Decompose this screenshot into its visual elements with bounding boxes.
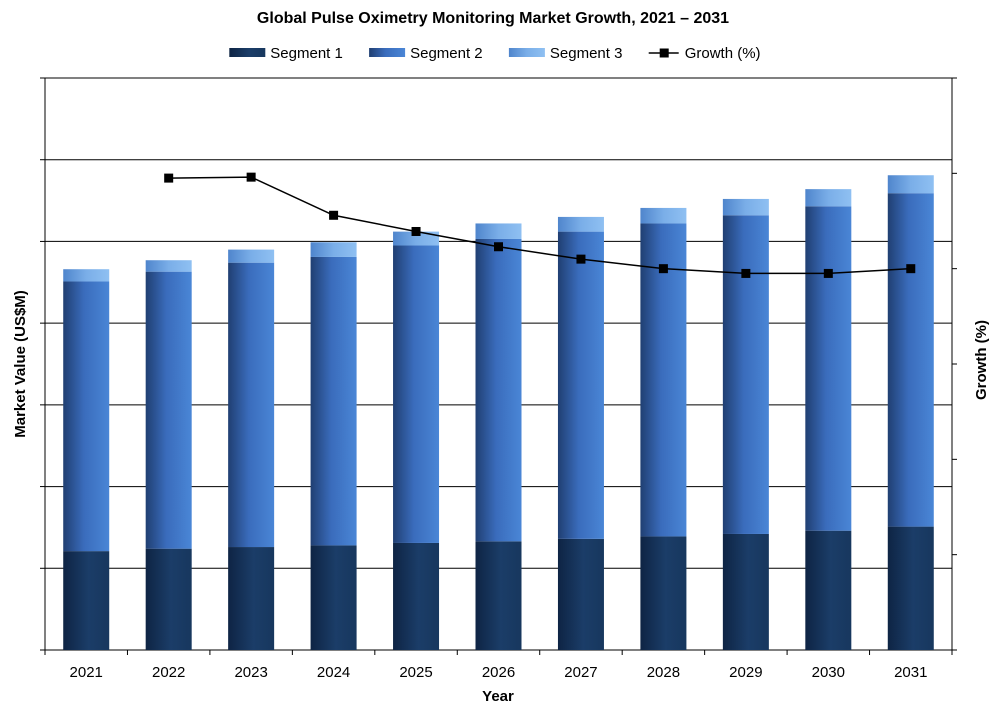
x-tick-label: 2022 <box>152 664 185 681</box>
bars <box>63 175 934 650</box>
bar-segment-2 <box>557 231 604 539</box>
bar-segment-3 <box>722 198 769 216</box>
x-tick-labels: 2021 2022 2023 2024 2025 2026 2027 2028 2029 2030… <box>70 664 928 681</box>
bar-segment-2 <box>228 262 275 548</box>
x-tick-label: 2029 <box>729 664 762 681</box>
growth-point <box>164 173 174 183</box>
bar-segment-3 <box>310 242 357 257</box>
x-tick-label: 2025 <box>399 664 432 681</box>
y-axis-title: Market Value (US$M) <box>12 290 29 438</box>
bar-segment-1 <box>887 526 934 650</box>
bar-segment-3 <box>63 269 110 282</box>
x-tick-label: 2026 <box>482 664 515 681</box>
x-tick-label: 2024 <box>317 664 350 681</box>
x-tick-label: 2028 <box>647 664 680 681</box>
bar-segment-3 <box>557 216 604 232</box>
bar-segment-2 <box>63 281 110 552</box>
legend-marker-growth <box>659 48 669 58</box>
growth-point <box>246 172 256 182</box>
growth-point <box>411 226 421 236</box>
growth-line <box>164 172 916 278</box>
growth-point <box>906 264 916 274</box>
growth-point <box>329 210 339 220</box>
bar-segment-1 <box>640 536 687 650</box>
legend-label: Segment 3 <box>550 45 623 62</box>
bar-segment-3 <box>805 189 852 207</box>
legend: Segment 1 Segment 2 Segment 3 Growth (%) <box>229 45 761 62</box>
growth-point <box>823 268 833 278</box>
bar-segment-1 <box>145 548 192 650</box>
y2-axis-title: Growth (%) <box>973 320 990 400</box>
legend-label: Segment 1 <box>270 45 343 62</box>
bar-segment-1 <box>475 541 522 650</box>
x-tick-label: 2021 <box>70 664 103 681</box>
bar-segment-3 <box>228 249 275 263</box>
bar-segment-3 <box>145 260 192 272</box>
bar-segment-2 <box>722 215 769 534</box>
legend-swatch-3 <box>508 48 545 57</box>
chart-title: Global Pulse Oximetry Monitoring Market … <box>257 10 729 27</box>
bar-segment-3 <box>393 231 440 246</box>
legend-label: Segment 2 <box>410 45 483 62</box>
bar-segment-1 <box>805 530 852 650</box>
bar-segment-2 <box>475 238 522 542</box>
legend-label: Growth (%) <box>685 45 761 62</box>
x-tick-label: 2023 <box>234 664 267 681</box>
bar-segment-2 <box>887 193 934 527</box>
x-axis-title: Year <box>482 688 514 705</box>
bar-segment-2 <box>393 245 440 543</box>
bar-segment-1 <box>63 551 110 650</box>
bar-segment-3 <box>640 207 687 224</box>
bar-segment-2 <box>310 256 357 546</box>
bar-segment-3 <box>475 223 522 239</box>
legend-swatch-1 <box>229 48 266 57</box>
growth-point <box>576 254 586 264</box>
bar-segment-1 <box>557 538 604 650</box>
x-tick-label: 2027 <box>564 664 597 681</box>
bar-segment-2 <box>640 223 687 537</box>
bar-segment-2 <box>805 206 852 531</box>
bar-segment-2 <box>145 271 192 549</box>
bar-segment-1 <box>310 545 357 650</box>
legend-swatch-2 <box>369 48 406 57</box>
bar-segment-1 <box>228 547 275 650</box>
bar-segment-1 <box>393 542 440 650</box>
bar-segment-1 <box>722 533 769 650</box>
bar-segment-3 <box>887 175 934 194</box>
x-tick-label: 2031 <box>894 664 927 681</box>
growth-point <box>741 268 751 278</box>
growth-point <box>658 264 668 274</box>
x-tick-label: 2030 <box>812 664 845 681</box>
axes <box>40 77 957 655</box>
growth-point <box>494 242 503 252</box>
growth-line-path <box>168 176 911 275</box>
